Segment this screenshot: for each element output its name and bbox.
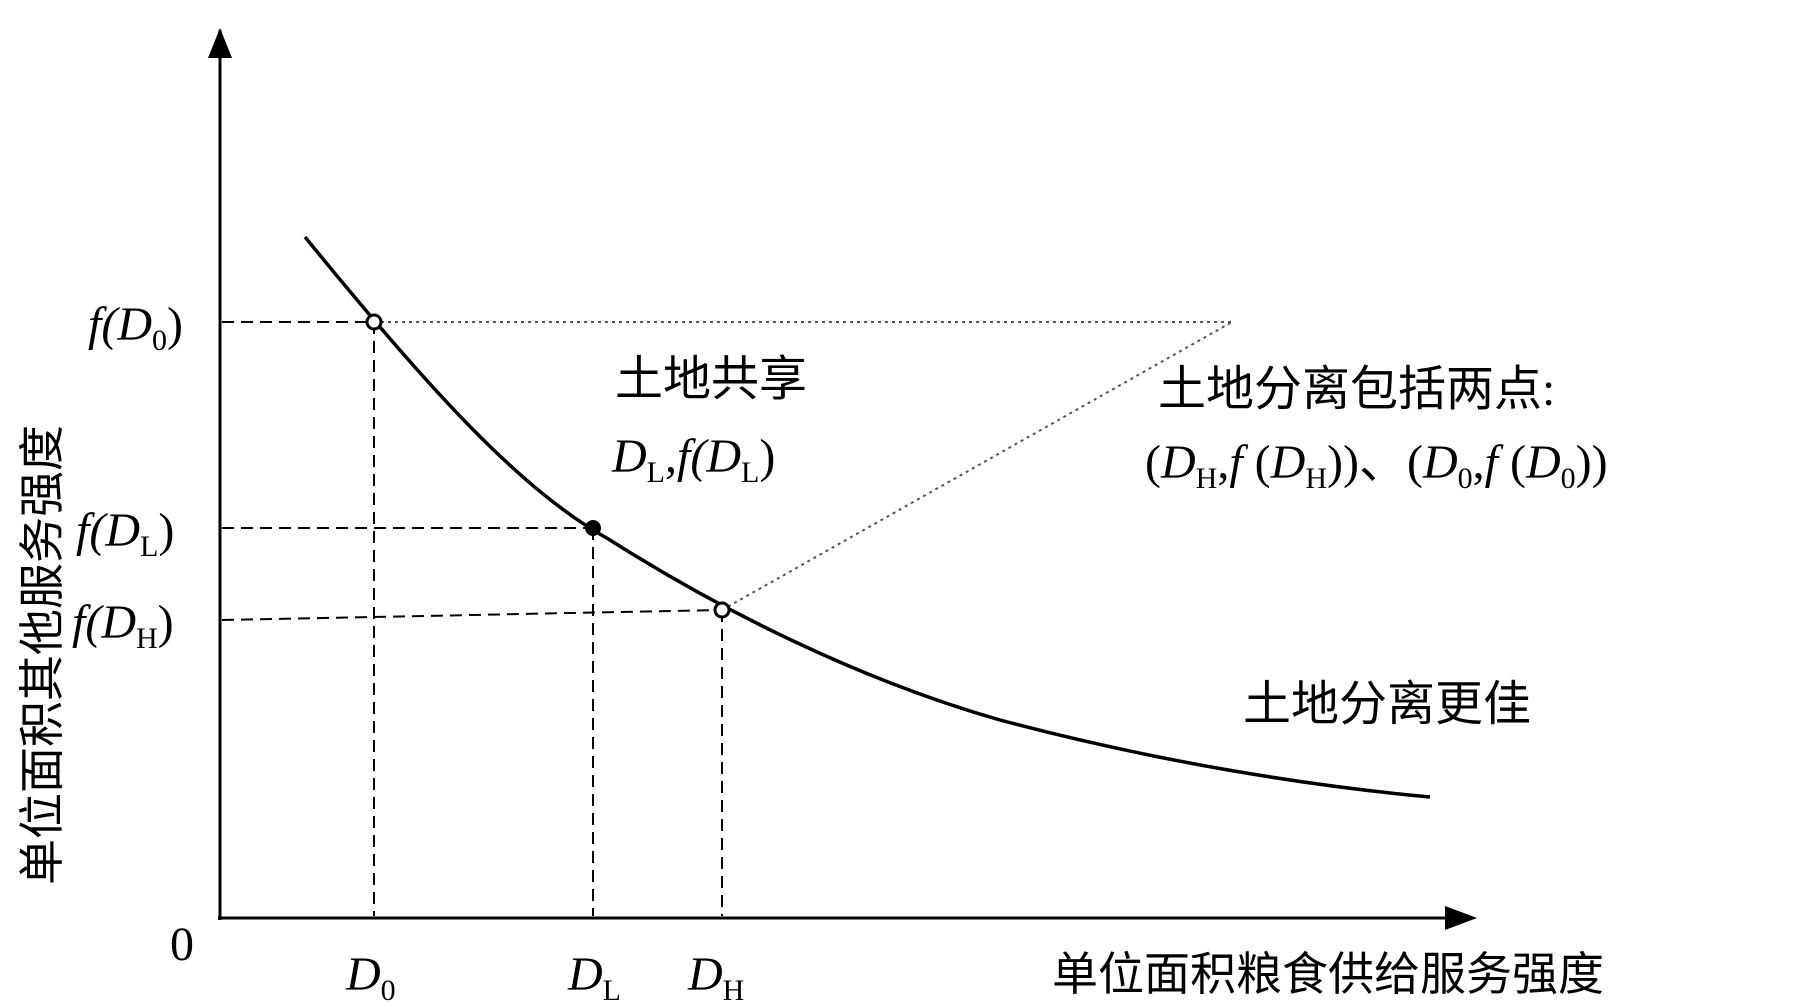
land-separation-better: 土地分离更佳 [1243, 678, 1531, 731]
y-tick-f-dh: f(DH) [72, 596, 174, 655]
origin-label: 0 [170, 918, 194, 971]
point-dh-open [713, 601, 731, 619]
trade-off-curve [303, 235, 1431, 799]
y-tick-f-dl: f(DL) [76, 504, 174, 563]
y-tick-f-d0: f(D0) [88, 298, 183, 357]
land-sharing-point: DL,f(DL) [611, 430, 775, 489]
land-separation-title: 土地分离包括两点: [1158, 363, 1555, 416]
guide-dh-horizontal [221, 609, 723, 621]
point-dl-filled [585, 520, 601, 536]
y-axis-title: 单位面积其他服务强度 [17, 425, 68, 885]
land-separation-points: (DH,f (DH))、(D0,f (D0)) [1145, 436, 1608, 495]
x-axis-title: 单位面积粮食供给服务强度 [1052, 949, 1604, 1000]
land-sharing-title: 土地共享 [615, 353, 807, 406]
x-tick-d0: D0 [345, 948, 396, 1003]
x-tick-dl: DL [567, 948, 621, 1003]
point-d0-open [365, 313, 383, 331]
y-axis-arrow [208, 28, 232, 58]
x-tick-dh: DH [687, 948, 744, 1003]
x-axis-arrow [1445, 906, 1477, 930]
